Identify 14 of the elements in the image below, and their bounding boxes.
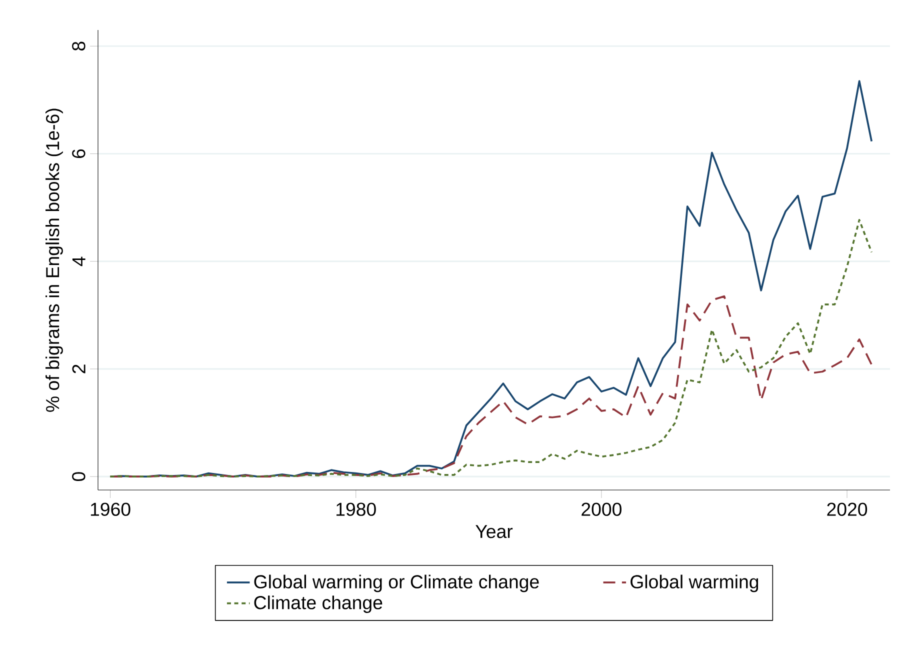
y-tick-label: 2 bbox=[72, 364, 86, 374]
x-tick-label: 2000 bbox=[582, 502, 622, 516]
x-tick-label: 1960 bbox=[90, 502, 130, 516]
y-tick-label: 6 bbox=[72, 149, 86, 158]
x-tick-label: 1980 bbox=[336, 502, 376, 516]
y-tick-label: 8 bbox=[72, 42, 86, 51]
x-tick-label: 2020 bbox=[827, 502, 868, 516]
legend-label: Global warming bbox=[630, 574, 758, 592]
y-tick-label: 4 bbox=[72, 256, 86, 266]
y-axis-title: % of bigrams in English books (1e-6) bbox=[46, 108, 63, 412]
y-tick-label: 0 bbox=[72, 472, 86, 482]
legend-label: Climate change bbox=[254, 596, 382, 613]
x-axis-title: Year bbox=[476, 525, 513, 538]
legend-label: Global warming or Climate change bbox=[254, 574, 539, 592]
